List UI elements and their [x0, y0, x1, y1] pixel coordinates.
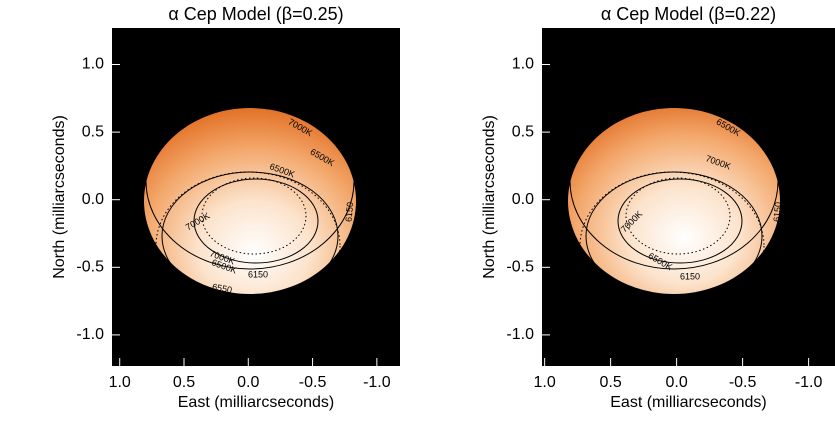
y-tick-label: -1.0 [76, 326, 104, 343]
chart-title: α Cep Model (β=0.25) [168, 4, 343, 24]
contour-line [193, 178, 319, 264]
y-axis-label: North (milliarcseconds) [51, 115, 68, 279]
contour-line [201, 177, 307, 255]
x-tick-label: 0.0 [237, 374, 259, 391]
x-tick-label: -1.0 [363, 374, 391, 391]
x-tick-label: -0.5 [729, 374, 757, 391]
contour-line [155, 171, 341, 321]
contours [145, 92, 355, 321]
x-axis-label: East (milliarcseconds) [178, 394, 334, 411]
stellar-disk [568, 108, 780, 294]
contour-label: 6550 [211, 282, 232, 295]
chart-title: α Cep Model (β=0.22) [601, 4, 776, 24]
contours [569, 92, 779, 321]
x-tick-label: 1.0 [109, 374, 131, 391]
contour-label: 6150 [248, 269, 268, 279]
x-tick-label: -0.5 [299, 374, 327, 391]
y-tick-label: 0.5 [82, 123, 104, 140]
x-tick-label: 0.5 [173, 374, 195, 391]
contour-line [145, 92, 355, 270]
contour-line [569, 92, 779, 270]
y-tick-label: -0.5 [76, 259, 104, 276]
contour-line [579, 171, 765, 321]
y-tick-label: -1.0 [506, 326, 534, 343]
y-tick-label: 0.0 [82, 191, 104, 208]
y-axis-label: North (milliarcseconds) [481, 115, 498, 279]
y-tick-label: 1.0 [82, 56, 104, 73]
x-axis-label: East (milliarcseconds) [610, 394, 766, 411]
contour-label: 6150 [680, 271, 700, 281]
contour-line [585, 171, 763, 301]
y-tick-label: 1.0 [512, 56, 534, 73]
x-tick-label: -1.0 [795, 374, 823, 391]
stellar-disk [144, 108, 356, 294]
y-tick-label: 0.0 [512, 191, 534, 208]
y-tick-label: -0.5 [506, 259, 534, 276]
contour-label: 6150 [344, 202, 356, 223]
x-tick-label: 1.0 [534, 374, 556, 391]
x-tick-label: 0.0 [665, 374, 687, 391]
contour-label: 6150 [772, 202, 784, 223]
contour-line [625, 177, 731, 255]
x-tick-label: 0.5 [600, 374, 622, 391]
contour-line [161, 171, 339, 301]
contour-line [617, 178, 743, 264]
y-tick-label: 0.5 [512, 123, 534, 140]
